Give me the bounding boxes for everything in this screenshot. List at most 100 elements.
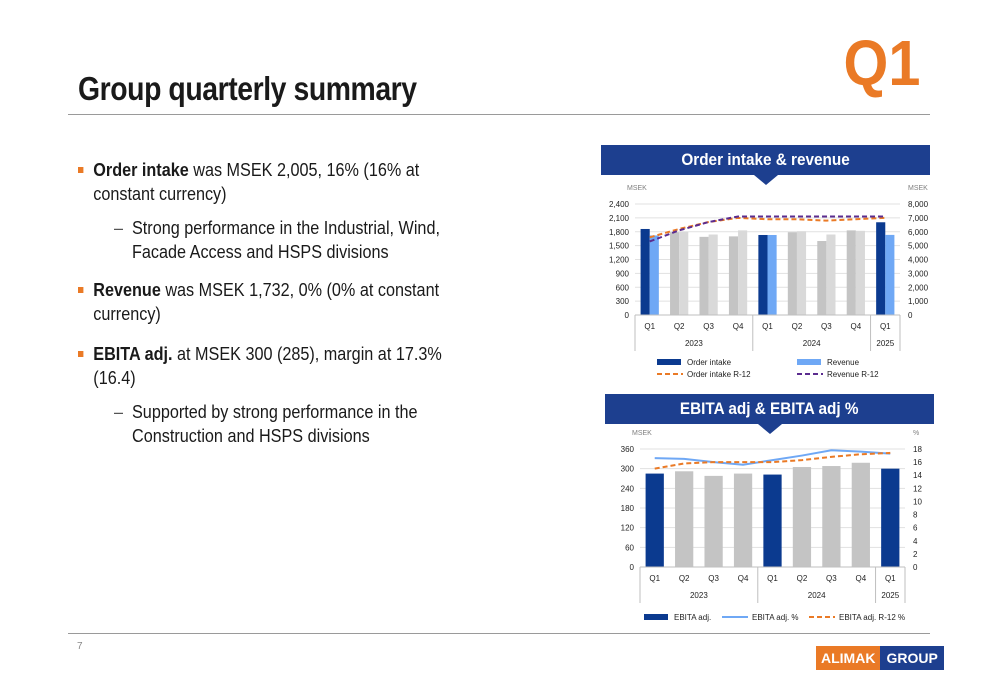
year-label: 2024 <box>803 339 821 348</box>
bar-ebita-adj- <box>851 462 870 567</box>
y2-tick-label: 8,000 <box>908 200 929 209</box>
bar-revenue <box>796 231 807 315</box>
y2-tick-label: 7,000 <box>908 214 929 223</box>
bar-ebita-adj- <box>675 471 694 567</box>
right-axis-unit: MSEK <box>908 185 928 192</box>
y-tick-label: 2,400 <box>609 200 630 209</box>
bar-order-intake <box>728 236 739 315</box>
y2-tick-label: 14 <box>913 471 922 480</box>
y2-tick-label: 4 <box>913 537 918 546</box>
bar-ebita-adj- <box>822 466 841 567</box>
company-logo: ALIMAK GROUP <box>816 646 944 670</box>
y-tick-label: 360 <box>621 445 635 454</box>
y2-tick-label: 3,000 <box>908 269 929 278</box>
sub-bullet-order-intake: – Strong performance in the Industrial, W… <box>78 216 465 264</box>
y-tick-label: 2,100 <box>609 214 630 223</box>
bullet-bold: Order intake <box>93 160 189 180</box>
y2-tick-label: 0 <box>913 563 918 572</box>
y2-tick-label: 12 <box>913 484 922 493</box>
sub-bullet-dash: – <box>114 218 124 238</box>
chart1-title-banner: Order intake & revenue <box>601 145 930 185</box>
bar-ebita-adj- <box>792 467 812 567</box>
bar-ebita-adj- <box>704 475 723 567</box>
y-tick-label: 1,500 <box>609 242 630 251</box>
legend-label: Revenue <box>827 358 860 367</box>
y-tick-label: 240 <box>621 484 635 493</box>
y2-tick-label: 5,000 <box>908 242 929 251</box>
footer-divider <box>68 633 930 634</box>
legend-label: Order intake <box>687 358 732 367</box>
chart1-title: Order intake & revenue <box>681 150 850 169</box>
year-label: 2023 <box>690 591 708 600</box>
bar-order-intake <box>699 236 709 315</box>
x-tick-label: Q4 <box>738 574 749 583</box>
logo-part-1: ALIMAK <box>816 646 881 670</box>
bar-order-intake <box>876 222 886 315</box>
x-tick-label: Q1 <box>767 574 778 583</box>
ebita-chart: MSEK % 0 60 120 180 240 300 360 0 2 4 6 8 10 12 14 16 18 Q1… <box>621 430 923 622</box>
bar-order-intake <box>640 228 650 315</box>
y-tick-label: 0 <box>625 311 630 320</box>
y2-tick-label: 6,000 <box>908 228 929 237</box>
page-number: 7 <box>77 641 83 652</box>
x-tick-label: Q2 <box>792 322 803 331</box>
y2-tick-label: 16 <box>913 458 922 467</box>
legend-label: Order intake R-12 <box>687 370 751 379</box>
left-axis-unit: MSEK <box>627 185 647 192</box>
title-divider <box>68 114 930 115</box>
y2-tick-label: 6 <box>913 524 918 533</box>
x-tick-label: Q4 <box>855 574 866 583</box>
x-tick-label: Q2 <box>674 322 685 331</box>
y2-tick-label: 10 <box>913 497 922 506</box>
x-tick-label: Q4 <box>733 322 744 331</box>
quarter-badge: Q1 <box>843 27 920 99</box>
x-tick-label: Q3 <box>703 322 714 331</box>
logo-part-2: GROUP <box>880 646 944 670</box>
bar-revenue <box>767 234 777 315</box>
sub-bullet-ebita: – Supported by strong performance in the … <box>78 400 465 448</box>
order-intake-revenue-chart: MSEK MSEK 0 300 600 900 1,200 1,500 1,800 2,100 2,… <box>609 185 929 379</box>
legend-swatch <box>797 359 821 365</box>
sub-bullet-text: Strong performance in the Industrial, Wi… <box>132 218 440 262</box>
y-tick-label: 1,800 <box>609 228 630 237</box>
bar-ebita-adj- <box>733 473 753 567</box>
right-axis-unit: % <box>913 430 919 437</box>
x-tick-label: Q2 <box>797 574 808 583</box>
bar-revenue <box>649 235 659 315</box>
sub-bullet-dash: – <box>114 402 124 422</box>
sub-bullet-text: Supported by strong performance in the C… <box>132 402 418 446</box>
bullet-ebita: EBITA adj. at MSEK 300 (285), margin at … <box>78 342 465 390</box>
y2-tick-label: 18 <box>913 445 922 454</box>
left-axis-unit: MSEK <box>632 430 652 437</box>
year-label: 2025 <box>881 591 899 600</box>
bar-revenue <box>885 234 895 315</box>
bullet-revenue: Revenue was MSEK 1,732, 0% (0% at consta… <box>78 278 465 326</box>
bar-ebita-adj- <box>881 468 900 567</box>
y2-tick-label: 8 <box>913 511 918 520</box>
bar-ebita-adj- <box>645 473 664 567</box>
x-tick-label: Q4 <box>850 322 861 331</box>
y2-tick-label: 2,000 <box>908 283 929 292</box>
y2-tick-label: 4,000 <box>908 256 929 265</box>
x-tick-label: Q1 <box>762 322 773 331</box>
bar-ebita-adj- <box>763 474 782 567</box>
y-tick-label: 1,200 <box>609 256 630 265</box>
y-tick-label: 0 <box>630 563 635 572</box>
chart2-title-banner: EBITA adj & EBITA adj % <box>605 394 934 434</box>
x-tick-label: Q3 <box>821 322 832 331</box>
legend-swatch <box>657 359 681 365</box>
y2-tick-label: 2 <box>913 550 918 559</box>
y-tick-label: 60 <box>625 543 634 552</box>
bar-order-intake <box>787 232 797 315</box>
bar-order-intake <box>817 241 827 315</box>
bar-revenue <box>738 230 748 315</box>
year-label: 2024 <box>808 591 826 600</box>
y-tick-label: 180 <box>621 504 635 513</box>
bullet-list: Order intake was MSEK 2,005, 16% (16% at… <box>78 158 465 462</box>
bar-revenue <box>855 230 865 315</box>
bullet-order-intake: Order intake was MSEK 2,005, 16% (16% at… <box>78 158 465 206</box>
bar-revenue <box>708 234 718 315</box>
bar-revenue <box>826 234 836 315</box>
x-tick-label: Q1 <box>649 574 660 583</box>
bullet-bold: Revenue <box>93 280 161 300</box>
